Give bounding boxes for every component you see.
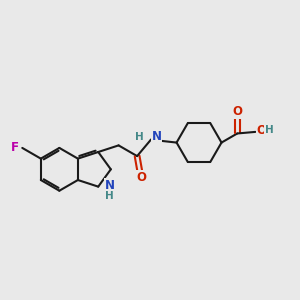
- Text: O: O: [232, 105, 242, 119]
- Text: H: H: [265, 125, 274, 135]
- Text: H: H: [135, 132, 144, 142]
- Text: H: H: [105, 190, 113, 200]
- Text: O: O: [137, 171, 147, 184]
- Text: N: N: [152, 130, 161, 143]
- Text: F: F: [11, 141, 19, 154]
- Text: O: O: [257, 124, 267, 137]
- Text: N: N: [105, 179, 115, 192]
